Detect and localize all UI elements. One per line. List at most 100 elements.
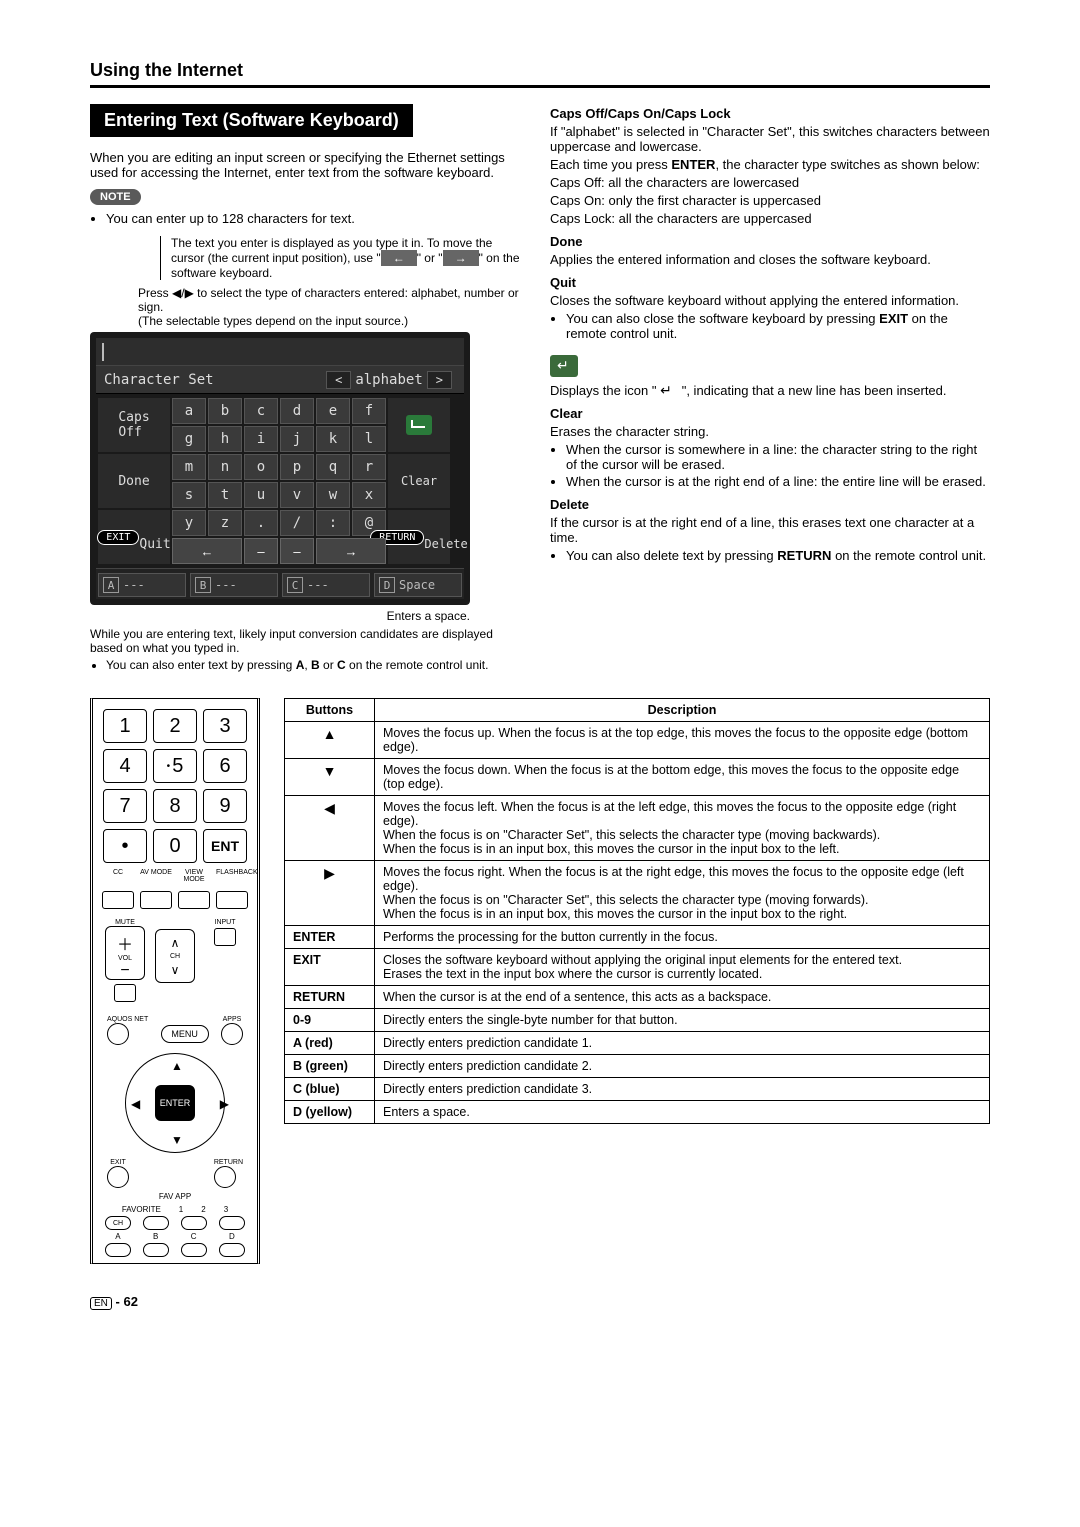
table-desc-cell: Directly enters prediction candidate 1. [375,1032,990,1055]
kbd-key[interactable]: q [316,454,350,480]
kbd-footer-c[interactable]: C --- [282,573,370,597]
ch-rocker[interactable]: ∧ CH ∨ [155,929,195,983]
fav2-button[interactable] [181,1216,207,1230]
mute-button[interactable] [114,984,136,1002]
kbd-key[interactable]: j [280,426,314,452]
kbd-key[interactable]: g [172,426,206,452]
kbd-footer-a[interactable]: A --- [98,573,186,597]
table-button-cell: ENTER [285,926,375,949]
kbd-key[interactable]: r [352,454,386,480]
kbd-key[interactable]: c [244,398,278,424]
numpad-key-3[interactable]: 3 [203,709,247,743]
kbd-key[interactable]: w [316,482,350,508]
numpad-key-6[interactable]: 6 [203,749,247,783]
numpad-key-1[interactable]: 1 [103,709,147,743]
software-keyboard-figure: Character Set < alphabet > CapsOffabcdef… [90,332,470,605]
kbd-key[interactable]: / [280,510,314,536]
dpad[interactable]: ▲ ▼ ◀ ▶ ENTER [115,1053,235,1153]
cc-button[interactable] [102,891,134,909]
kbd-key[interactable]: a [172,398,206,424]
aquos-net-button[interactable] [107,1023,129,1045]
kbd-key[interactable]: s [172,482,206,508]
numpad-key-2[interactable]: 2 [153,709,197,743]
numpad-key-9[interactable]: 9 [203,789,247,823]
kbd-key[interactable]: n [208,454,242,480]
color-b-button[interactable] [143,1243,169,1257]
color-a-button[interactable] [105,1243,131,1257]
kbd-key[interactable]: y [172,510,206,536]
kbd-key[interactable]: l [352,426,386,452]
numpad-key-ENT[interactable]: ENT [203,829,247,863]
kbd-key[interactable]: m [172,454,206,480]
caps-lock-line: Caps Lock: all the characters are upperc… [550,211,990,226]
fav3-button[interactable] [219,1216,245,1230]
kbd-dash: – [280,538,314,564]
kbd-key[interactable]: f [352,398,386,424]
return-button[interactable] [214,1166,236,1188]
fav1-button[interactable] [143,1216,169,1230]
kbd-key[interactable]: k [316,426,350,452]
kbd-key[interactable]: d [280,398,314,424]
avmode-button[interactable] [140,891,172,909]
kbd-key[interactable]: i [244,426,278,452]
numpad-key-•[interactable]: • [103,829,147,863]
kbd-clear-key[interactable]: Clear [388,454,450,508]
page-footer: EN - 62 [90,1294,990,1310]
table-button-cell: D (yellow) [285,1101,375,1124]
table-row: 0-9Directly enters the single-byte numbe… [285,1009,990,1032]
numpad-key-7[interactable]: 7 [103,789,147,823]
kbd-delete-key[interactable]: RETURNDelete [388,510,450,564]
chevron-left-icon[interactable]: < [326,371,351,389]
clear-body: Erases the character string. [550,424,990,439]
clear-title: Clear [550,406,990,421]
chevron-right-icon[interactable]: > [427,371,452,389]
quit-body: Closes the software keyboard without app… [550,293,990,308]
hint-mid2: (The selectable types depend on the inpu… [138,314,520,328]
kbd-key[interactable]: p [280,454,314,480]
numpad-key-0[interactable]: 0 [153,829,197,863]
kbd-key[interactable]: u [244,482,278,508]
kbd-left-label[interactable]: CapsOff [98,398,170,452]
kbd-cursor-right[interactable]: → [316,538,386,564]
kbd-key[interactable]: x [352,482,386,508]
table-row: ▼Moves the focus down. When the focus is… [285,759,990,796]
table-row: C (blue)Directly enters prediction candi… [285,1078,990,1101]
charset-value: alphabet [355,372,422,388]
enter-button[interactable]: ENTER [155,1085,195,1121]
exit-button[interactable] [107,1166,129,1188]
kbd-footer-b[interactable]: B --- [190,573,278,597]
table-button-cell: 0-9 [285,1009,375,1032]
table-row: ◀Moves the focus left. When the focus is… [285,796,990,861]
caps-title: Caps Off/Caps On/Caps Lock [550,106,990,121]
kbd-key[interactable]: h [208,426,242,452]
flashback-button[interactable] [216,891,248,909]
kbd-key[interactable]: t [208,482,242,508]
numpad-key-4[interactable]: 4 [103,749,147,783]
table-row: D (yellow)Enters a space. [285,1101,990,1124]
kbd-key[interactable]: b [208,398,242,424]
kbd-left-label[interactable]: Done [98,454,170,508]
numpad-key-8[interactable]: 8 [153,789,197,823]
apps-button[interactable] [221,1023,243,1045]
input-button[interactable] [214,928,236,946]
table-button-cell: A (red) [285,1032,375,1055]
favorite-ch-button[interactable]: CH [105,1216,131,1230]
kbd-cursor-left[interactable]: ← [172,538,242,564]
kbd-key[interactable]: z [208,510,242,536]
kbd-key[interactable]: e [316,398,350,424]
color-d-button[interactable] [219,1243,245,1257]
kbd-footer-d[interactable]: D Space [374,573,462,597]
numpad-key-5[interactable]: •5 [153,749,197,783]
kbd-left-label[interactable]: EXITQuit [98,510,170,564]
kbd-key[interactable]: v [280,482,314,508]
vol-rocker[interactable]: ＋ VOL − [105,926,145,980]
color-c-button[interactable] [181,1243,207,1257]
viewmode-button[interactable] [178,891,210,909]
kbd-key[interactable]: : [316,510,350,536]
table-button-cell: RETURN [285,986,375,1009]
table-desc-cell: Directly enters prediction candidate 3. [375,1078,990,1101]
kbd-key[interactable]: o [244,454,278,480]
kbd-enter-key[interactable] [388,398,450,452]
kbd-key[interactable]: . [244,510,278,536]
menu-button[interactable]: MENU [161,1025,209,1043]
